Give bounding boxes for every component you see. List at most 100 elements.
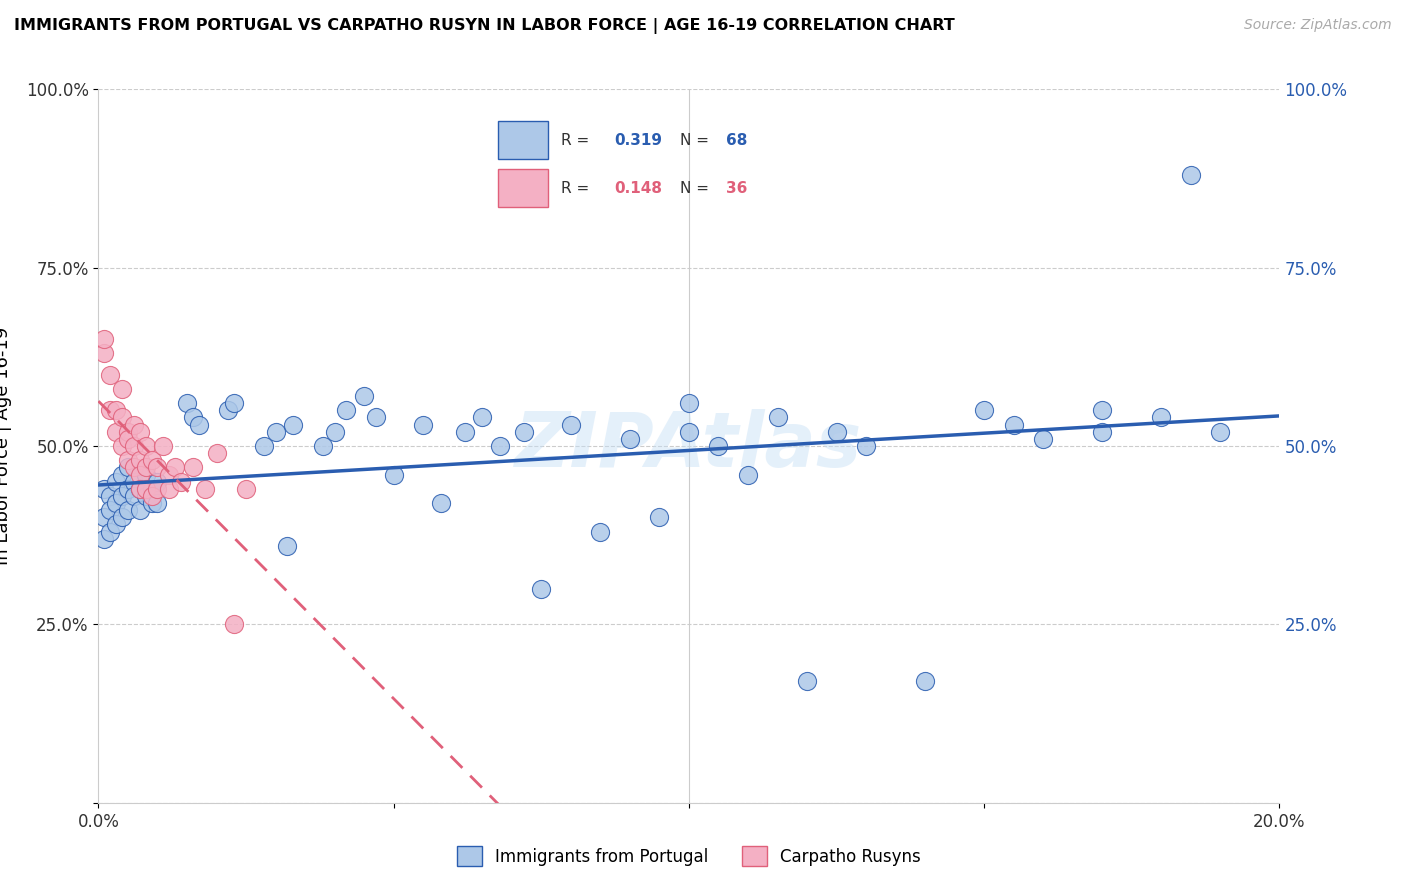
Point	[176, 396, 198, 410]
Point	[122, 489, 145, 503]
Point	[1091, 425, 1114, 439]
Point	[1032, 432, 1054, 446]
Point	[128, 467, 150, 482]
Point	[135, 439, 157, 453]
Point	[98, 524, 121, 539]
Point	[264, 425, 287, 439]
Point	[117, 503, 139, 517]
Point	[135, 482, 157, 496]
Point	[117, 482, 139, 496]
Point	[117, 460, 139, 475]
Point	[93, 532, 115, 546]
Point	[122, 460, 145, 475]
Point	[135, 489, 157, 503]
Y-axis label: In Labor Force | Age 16-19: In Labor Force | Age 16-19	[0, 326, 11, 566]
Point	[122, 439, 145, 453]
Point	[111, 439, 134, 453]
Point	[105, 425, 128, 439]
Point	[914, 674, 936, 689]
Point	[648, 510, 671, 524]
Point	[146, 460, 169, 475]
Legend: Immigrants from Portugal, Carpatho Rusyns: Immigrants from Portugal, Carpatho Rusyn…	[450, 839, 928, 873]
Point	[382, 467, 405, 482]
Point	[205, 446, 228, 460]
Point	[98, 489, 121, 503]
Point	[105, 475, 128, 489]
Point	[157, 467, 180, 482]
Point	[111, 410, 134, 425]
Point	[489, 439, 512, 453]
Point	[165, 460, 187, 475]
Point	[117, 453, 139, 467]
Point	[98, 403, 121, 417]
Point	[187, 417, 209, 432]
Point	[111, 467, 134, 482]
Point	[1002, 417, 1025, 432]
Point	[105, 517, 128, 532]
Point	[224, 396, 246, 410]
Point	[453, 425, 475, 439]
Point	[855, 439, 877, 453]
Point	[111, 489, 134, 503]
Point	[128, 482, 150, 496]
Point	[122, 475, 145, 489]
Point	[589, 524, 612, 539]
Point	[146, 496, 169, 510]
Point	[194, 482, 217, 496]
Point	[141, 482, 163, 496]
Point	[117, 425, 139, 439]
Point	[766, 410, 789, 425]
Point	[312, 439, 335, 453]
Point	[619, 432, 641, 446]
Point	[1150, 410, 1173, 425]
Point	[224, 617, 246, 632]
Point	[678, 425, 700, 439]
Point	[323, 425, 346, 439]
Point	[135, 460, 157, 475]
Point	[135, 467, 157, 482]
Point	[122, 417, 145, 432]
Text: ZIPAtlas: ZIPAtlas	[515, 409, 863, 483]
Point	[93, 332, 115, 346]
Point	[181, 460, 204, 475]
Point	[157, 482, 180, 496]
Point	[152, 439, 174, 453]
Point	[98, 368, 121, 382]
Point	[128, 453, 150, 467]
Point	[973, 403, 995, 417]
Point	[93, 510, 115, 524]
Point	[253, 439, 276, 453]
Point	[141, 489, 163, 503]
Point	[412, 417, 434, 432]
Point	[353, 389, 375, 403]
Point	[98, 503, 121, 517]
Point	[430, 496, 453, 510]
Point	[235, 482, 257, 496]
Point	[471, 410, 494, 425]
Point	[111, 382, 134, 396]
Point	[111, 510, 134, 524]
Point	[1209, 425, 1232, 439]
Point	[512, 425, 534, 439]
Point	[141, 496, 163, 510]
Point	[825, 425, 848, 439]
Point	[276, 539, 298, 553]
Point	[146, 475, 169, 489]
Point	[530, 582, 553, 596]
Point	[335, 403, 357, 417]
Point	[678, 396, 700, 410]
Point	[217, 403, 239, 417]
Point	[128, 425, 150, 439]
Point	[737, 467, 759, 482]
Point	[560, 417, 582, 432]
Point	[170, 475, 193, 489]
Point	[105, 496, 128, 510]
Point	[181, 410, 204, 425]
Point	[105, 403, 128, 417]
Point	[128, 503, 150, 517]
Point	[364, 410, 387, 425]
Point	[93, 346, 115, 360]
Point	[141, 453, 163, 467]
Point	[283, 417, 305, 432]
Point	[796, 674, 818, 689]
